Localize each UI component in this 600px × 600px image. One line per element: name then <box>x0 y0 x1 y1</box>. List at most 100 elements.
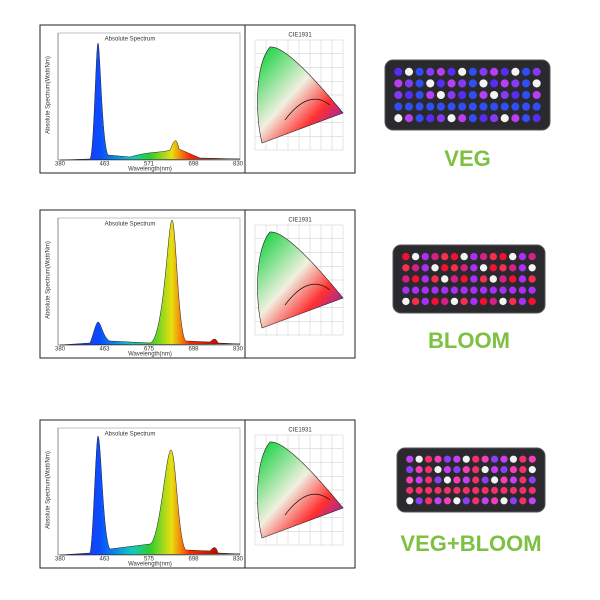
led <box>406 455 414 463</box>
led <box>431 264 439 272</box>
led <box>421 286 429 294</box>
led <box>479 252 488 261</box>
led <box>500 455 508 463</box>
led <box>458 114 467 123</box>
y-axis-label: Absolute Spectrum(Watt/Nm) <box>46 56 52 134</box>
led <box>532 102 541 111</box>
led <box>453 455 461 463</box>
spectrum-curve <box>59 42 241 161</box>
led <box>470 286 478 294</box>
led <box>460 264 468 272</box>
led <box>489 297 497 306</box>
led <box>528 455 536 463</box>
led <box>436 79 445 88</box>
led <box>450 297 459 306</box>
x-tick-label: 830 <box>233 557 244 563</box>
led <box>470 264 478 272</box>
x-tick-label: 830 <box>233 162 244 168</box>
led <box>450 275 459 283</box>
led <box>468 79 477 88</box>
led <box>436 90 445 100</box>
x-tick-label: 575 <box>144 557 155 563</box>
led <box>468 67 477 76</box>
panel: Absolute Spectrum Absolute Spectrum(Watt/… <box>39 24 551 174</box>
led <box>436 114 445 123</box>
led <box>462 486 470 494</box>
led <box>443 466 452 474</box>
led <box>528 476 536 484</box>
led <box>532 79 541 88</box>
led <box>447 67 456 76</box>
led <box>481 476 489 484</box>
led <box>453 497 461 505</box>
led <box>421 252 429 261</box>
led <box>532 90 541 100</box>
cie-horseshoe <box>257 231 344 329</box>
led <box>500 114 509 123</box>
led <box>431 297 439 306</box>
led <box>411 286 420 294</box>
x-tick-label: 463 <box>99 347 110 353</box>
led <box>434 497 442 505</box>
led <box>499 286 507 294</box>
led <box>472 476 480 484</box>
led <box>443 486 452 494</box>
led <box>479 275 488 283</box>
led <box>415 114 424 123</box>
led <box>479 114 488 123</box>
led <box>434 455 442 463</box>
led <box>490 79 499 88</box>
led <box>462 497 470 505</box>
led <box>472 486 480 494</box>
led <box>460 252 468 261</box>
led <box>450 252 459 261</box>
led <box>500 497 508 505</box>
x-tick-label: 830 <box>233 347 244 353</box>
led <box>402 297 410 306</box>
led <box>394 67 403 76</box>
plot-frame <box>57 32 241 161</box>
led <box>434 476 442 484</box>
led <box>490 114 499 123</box>
led <box>404 79 414 88</box>
x-tick-label: 698 <box>188 162 199 168</box>
led <box>434 486 442 494</box>
led <box>415 67 424 76</box>
led <box>472 466 480 474</box>
led <box>509 466 518 474</box>
led <box>441 286 449 294</box>
x-tick-label: 380 <box>55 557 66 563</box>
x-tick-label: 380 <box>55 347 66 353</box>
y-axis-label: Absolute Spectrum(Watt/Nm) <box>46 241 52 319</box>
led <box>521 79 531 88</box>
led <box>404 102 414 111</box>
led <box>509 286 517 294</box>
led <box>489 275 497 283</box>
led <box>509 275 517 283</box>
led <box>479 264 488 272</box>
led <box>404 114 414 123</box>
led <box>499 275 507 283</box>
led <box>489 264 497 272</box>
lamp-body <box>396 447 546 513</box>
led <box>447 114 456 123</box>
led <box>402 275 410 283</box>
led <box>468 102 477 111</box>
x-axis-label: Wavelength(nm) <box>128 562 172 568</box>
led <box>518 297 527 306</box>
led <box>500 79 509 88</box>
cie-title: CIE1931 <box>288 428 312 434</box>
led <box>490 476 499 484</box>
led <box>415 102 424 111</box>
led <box>458 67 467 76</box>
led <box>394 114 403 123</box>
led <box>421 275 429 283</box>
led <box>402 252 410 261</box>
led <box>490 90 499 100</box>
led <box>415 486 423 494</box>
led <box>415 497 423 505</box>
led <box>509 264 517 272</box>
led <box>394 79 403 88</box>
panel: Absolute Spectrum Absolute Spectrum(Watt/… <box>39 419 546 569</box>
